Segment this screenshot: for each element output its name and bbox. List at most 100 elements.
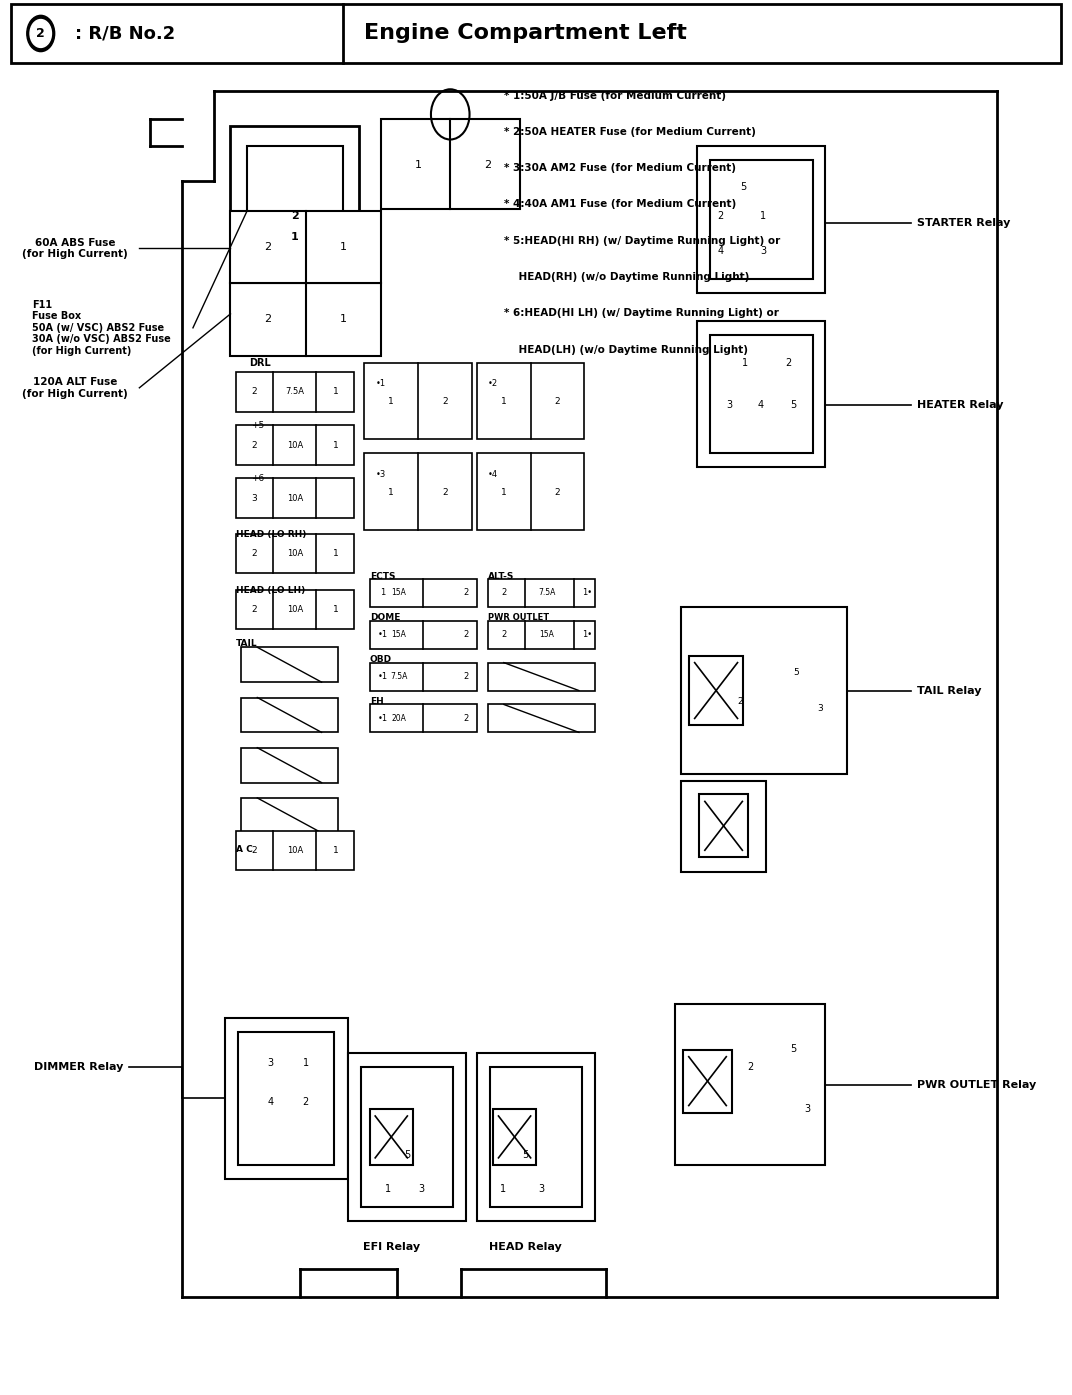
Text: : R/B No.2: : R/B No.2 bbox=[75, 25, 176, 42]
Circle shape bbox=[27, 15, 55, 52]
Text: HEAD(RH) (w/o Daytime Running Light): HEAD(RH) (w/o Daytime Running Light) bbox=[504, 272, 749, 282]
Text: 2: 2 bbox=[251, 605, 257, 614]
Text: 20A: 20A bbox=[391, 714, 406, 723]
Text: •3: •3 bbox=[375, 470, 386, 478]
Text: 10A: 10A bbox=[286, 441, 303, 449]
Text: 10A: 10A bbox=[286, 847, 303, 855]
Text: 1: 1 bbox=[332, 550, 339, 558]
Text: 2: 2 bbox=[302, 1096, 309, 1108]
Text: 5: 5 bbox=[740, 181, 746, 193]
Bar bbox=[684, 1049, 732, 1113]
Text: 10A: 10A bbox=[286, 494, 303, 502]
Text: Engine Compartment Left: Engine Compartment Left bbox=[364, 24, 687, 43]
Text: 1: 1 bbox=[500, 1183, 506, 1194]
Bar bbox=[241, 647, 338, 682]
Text: OBD: OBD bbox=[370, 656, 392, 664]
Text: 2: 2 bbox=[464, 672, 468, 681]
Bar bbox=[488, 704, 595, 732]
Text: DRL: DRL bbox=[249, 357, 270, 368]
Text: 1: 1 bbox=[332, 388, 339, 396]
Text: 5: 5 bbox=[404, 1149, 411, 1161]
Bar bbox=[348, 1053, 466, 1221]
Text: 7.5A: 7.5A bbox=[390, 672, 407, 681]
Bar bbox=[364, 453, 472, 530]
Bar bbox=[697, 321, 825, 467]
Text: 10A: 10A bbox=[286, 550, 303, 558]
Bar bbox=[681, 607, 847, 774]
Text: 4: 4 bbox=[758, 399, 764, 410]
Text: 2: 2 bbox=[464, 589, 468, 597]
Bar bbox=[370, 704, 477, 732]
Text: 2: 2 bbox=[785, 357, 791, 368]
Text: EH: EH bbox=[370, 698, 384, 706]
Bar bbox=[477, 1053, 595, 1221]
Text: •2: •2 bbox=[488, 379, 498, 388]
Text: 2: 2 bbox=[265, 314, 271, 325]
Bar bbox=[370, 1109, 413, 1165]
Text: TAIL Relay: TAIL Relay bbox=[917, 685, 981, 696]
Text: DIMMER Relay: DIMMER Relay bbox=[34, 1062, 123, 1073]
Bar bbox=[381, 119, 520, 209]
Bar bbox=[689, 656, 743, 725]
Text: 5: 5 bbox=[790, 1043, 796, 1055]
Text: HEATER Relay: HEATER Relay bbox=[917, 399, 1003, 410]
Text: 1: 1 bbox=[340, 241, 346, 252]
Text: HEAD(LH) (w/o Daytime Running Light): HEAD(LH) (w/o Daytime Running Light) bbox=[504, 345, 748, 354]
Text: * 5:HEAD(HI RH) (w/ Daytime Running Light) or: * 5:HEAD(HI RH) (w/ Daytime Running Ligh… bbox=[504, 236, 780, 246]
Bar bbox=[236, 478, 354, 518]
Bar bbox=[697, 146, 825, 293]
Text: * 6:HEAD(HI LH) (w/ Daytime Running Light) or: * 6:HEAD(HI LH) (w/ Daytime Running Ligh… bbox=[504, 308, 778, 318]
Bar bbox=[241, 748, 338, 783]
Text: 4: 4 bbox=[267, 1096, 273, 1108]
Bar bbox=[488, 579, 595, 607]
Text: 1•: 1• bbox=[582, 589, 593, 597]
Text: 3: 3 bbox=[817, 704, 823, 713]
Text: •1: •1 bbox=[377, 672, 388, 681]
Text: 1: 1 bbox=[332, 605, 339, 614]
Text: 2: 2 bbox=[251, 550, 257, 558]
Text: PWR OUTLET: PWR OUTLET bbox=[488, 614, 549, 622]
Text: 2: 2 bbox=[251, 388, 257, 396]
Text: +6: +6 bbox=[251, 474, 264, 483]
Text: 3: 3 bbox=[418, 1183, 425, 1194]
Text: •1: •1 bbox=[377, 631, 388, 639]
Circle shape bbox=[30, 20, 51, 47]
Text: 2: 2 bbox=[485, 159, 491, 170]
Bar bbox=[241, 798, 338, 833]
Text: •4: •4 bbox=[488, 470, 498, 478]
Text: 2: 2 bbox=[747, 1062, 754, 1073]
Bar bbox=[700, 795, 748, 857]
Text: •1: •1 bbox=[375, 379, 386, 388]
Bar bbox=[238, 1032, 334, 1165]
Text: 3: 3 bbox=[760, 246, 766, 257]
Text: 2: 2 bbox=[251, 441, 257, 449]
Bar bbox=[370, 621, 477, 649]
Text: 2: 2 bbox=[464, 631, 468, 639]
Text: 1: 1 bbox=[388, 488, 394, 497]
Text: 60A ABS Fuse
(for High Current): 60A ABS Fuse (for High Current) bbox=[23, 237, 128, 259]
Text: EFI Relay: EFI Relay bbox=[362, 1242, 420, 1253]
Text: HEAD Relay: HEAD Relay bbox=[489, 1242, 562, 1253]
Text: 2: 2 bbox=[502, 631, 506, 639]
Bar bbox=[241, 698, 338, 732]
Text: ECTS: ECTS bbox=[370, 572, 396, 580]
Bar bbox=[236, 590, 354, 629]
Bar bbox=[488, 663, 595, 691]
Text: 2: 2 bbox=[251, 847, 257, 855]
Bar bbox=[370, 663, 477, 691]
Bar bbox=[710, 335, 813, 453]
Bar bbox=[11, 4, 1061, 63]
Bar bbox=[236, 831, 354, 870]
Bar bbox=[230, 283, 381, 356]
Text: 15A: 15A bbox=[391, 631, 406, 639]
Text: 2: 2 bbox=[442, 398, 448, 406]
Text: HEAD (LO LH): HEAD (LO LH) bbox=[236, 586, 306, 594]
Text: 2: 2 bbox=[265, 241, 271, 252]
Text: A C: A C bbox=[236, 845, 253, 854]
Text: •1: •1 bbox=[377, 714, 388, 723]
Text: 1: 1 bbox=[415, 159, 421, 170]
Text: 2: 2 bbox=[291, 211, 299, 222]
Bar bbox=[247, 146, 343, 258]
Bar bbox=[490, 1067, 582, 1207]
Bar bbox=[364, 363, 472, 439]
